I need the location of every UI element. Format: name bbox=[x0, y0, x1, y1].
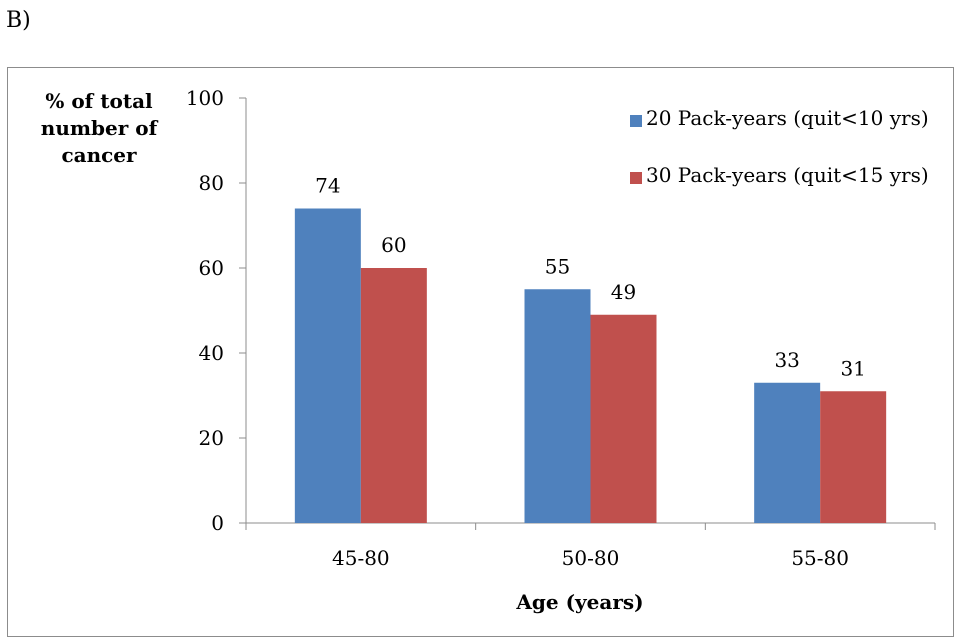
y-tick-label: 100 bbox=[186, 86, 224, 110]
data-label: 31 bbox=[840, 356, 865, 380]
legend-label-series-1: 20 Pack-years (quit<10 yrs) bbox=[646, 106, 929, 130]
data-label: 49 bbox=[611, 280, 636, 304]
legend-swatch-series-2 bbox=[630, 172, 642, 184]
x-tick-label: 55-80 bbox=[791, 546, 849, 570]
panel-label: B) bbox=[6, 8, 31, 33]
data-label: 55 bbox=[545, 254, 570, 278]
y-tick-label: 20 bbox=[199, 426, 224, 450]
chart-frame bbox=[7, 67, 954, 637]
bar-series-2-55-80 bbox=[820, 391, 887, 523]
chart-bars bbox=[294, 208, 887, 523]
data-label: 33 bbox=[774, 348, 799, 372]
data-label: 60 bbox=[381, 233, 406, 257]
x-axis-label: Age (years) bbox=[516, 590, 644, 614]
bar-series-2-50-80 bbox=[590, 314, 657, 523]
bar-series-1-50-80 bbox=[524, 289, 591, 523]
legend-swatch-series-1 bbox=[630, 115, 642, 127]
y-tick-label: 0 bbox=[211, 511, 224, 535]
bar-series-1-55-80 bbox=[754, 382, 821, 523]
bar-series-1-45-80 bbox=[294, 208, 361, 523]
data-label: 74 bbox=[315, 174, 340, 198]
bar-series-2-45-80 bbox=[360, 268, 427, 523]
y-tick-label: 60 bbox=[199, 256, 224, 280]
y-axis-label: % of total number of cancer bbox=[40, 89, 158, 167]
x-tick-label: 45-80 bbox=[332, 546, 390, 570]
x-tick-label: 50-80 bbox=[562, 546, 620, 570]
y-tick-label: 40 bbox=[199, 341, 224, 365]
legend-label-series-2: 30 Pack-years (quit<15 yrs) bbox=[646, 163, 929, 187]
chart-labels: 0 20 40 60 80 100 74 60 45-80 55 49 50-80 33 31 55-80 bbox=[186, 86, 866, 570]
y-tick-label: 80 bbox=[199, 171, 224, 195]
